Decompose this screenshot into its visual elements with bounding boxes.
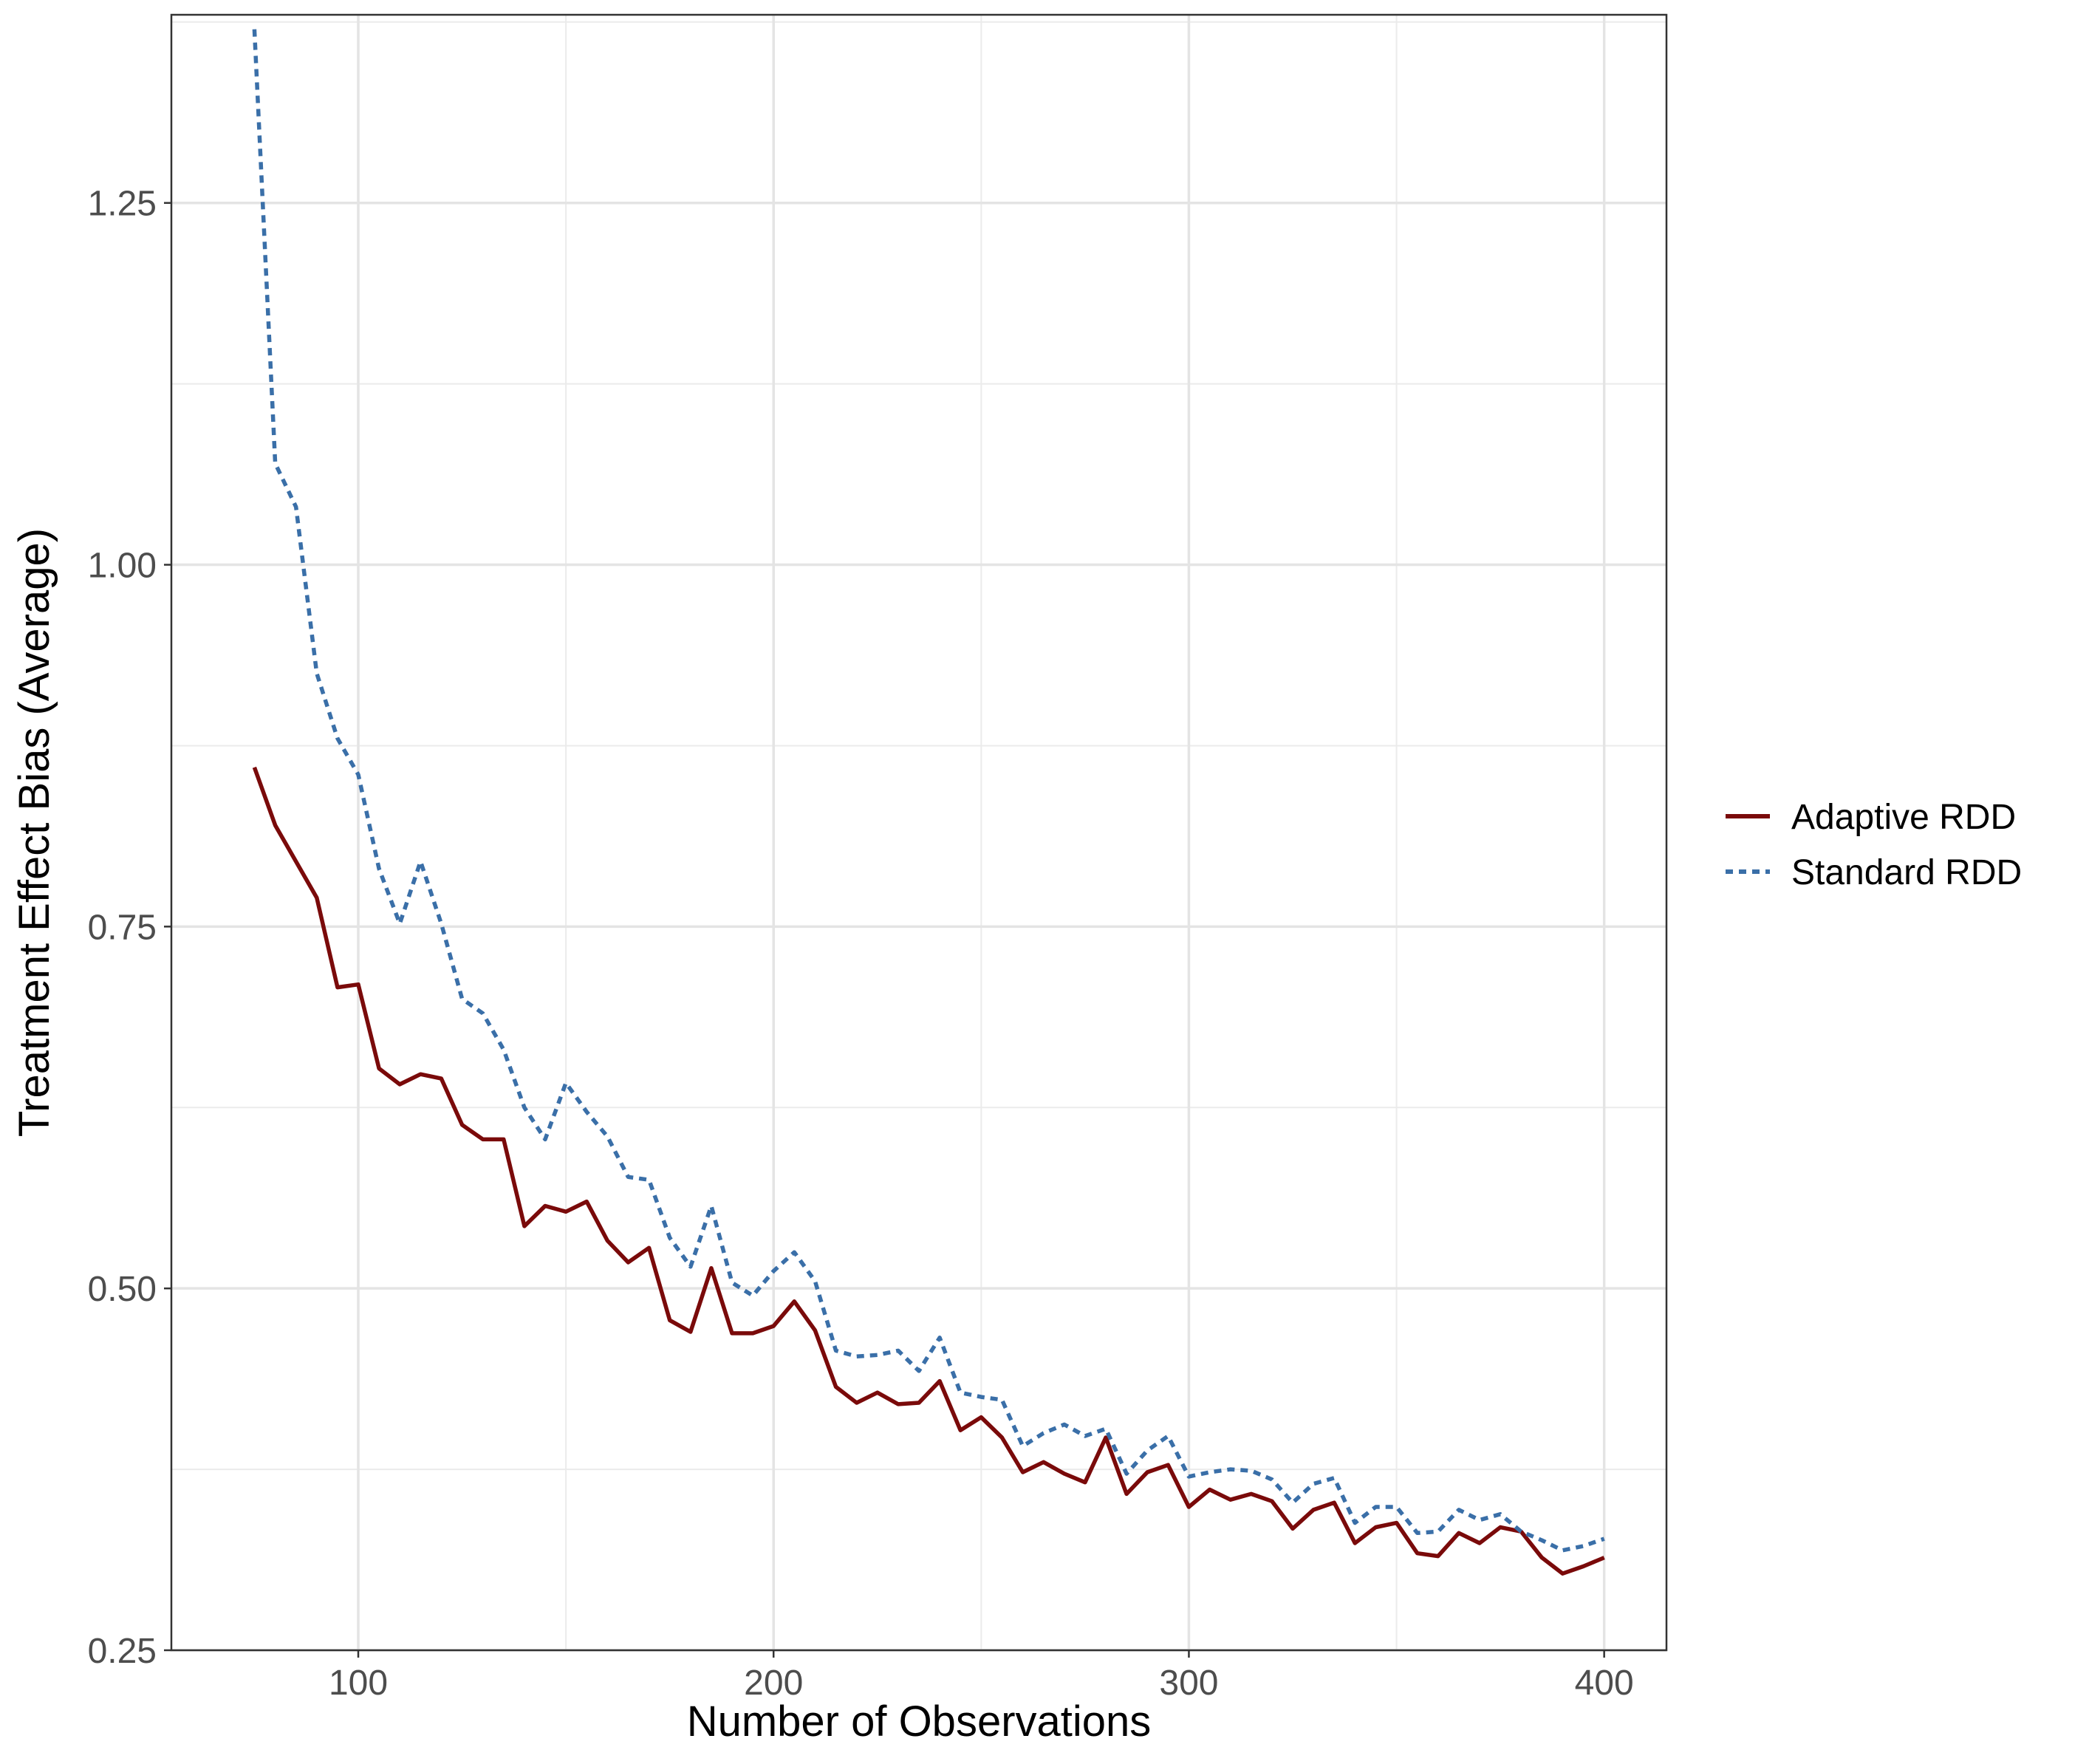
x-tick-label: 400 bbox=[1575, 1664, 1634, 1703]
x-tick-label: 300 bbox=[1159, 1664, 1218, 1703]
x-tick-label: 100 bbox=[329, 1664, 388, 1703]
series-line-adaptive-rdd bbox=[252, 766, 1605, 1576]
y-axis-ticks: 0.25 0.50 0.75 1.00 1.25 bbox=[88, 185, 171, 1671]
series-line-standard-rdd bbox=[252, 29, 1605, 1553]
y-axis-title: Treatment Effect Bias (Average) bbox=[10, 528, 58, 1137]
legend-label-standard-rdd: Standard RDD bbox=[1791, 853, 2022, 892]
y-tick-label: 0.50 bbox=[88, 1270, 157, 1309]
y-tick-label: 0.75 bbox=[88, 908, 157, 947]
minor-gridlines bbox=[171, 15, 1666, 1650]
series-lines bbox=[252, 29, 1605, 1576]
major-gridlines bbox=[171, 15, 1666, 1652]
plot-panel bbox=[171, 15, 1666, 1650]
y-tick-label: 1.00 bbox=[88, 547, 157, 586]
x-tick-label: 200 bbox=[744, 1664, 803, 1703]
x-axis-title: Number of Observations bbox=[687, 1698, 1152, 1746]
legend: Adaptive RDD Standard RDD bbox=[1726, 798, 2022, 892]
y-tick-label: 1.25 bbox=[88, 185, 157, 224]
plot-border bbox=[170, 13, 1668, 1652]
x-axis-ticks: 100 200 300 400 bbox=[329, 1650, 1634, 1703]
y-tick-label: 0.25 bbox=[88, 1632, 157, 1671]
legend-label-adaptive-rdd: Adaptive RDD bbox=[1791, 798, 2016, 837]
